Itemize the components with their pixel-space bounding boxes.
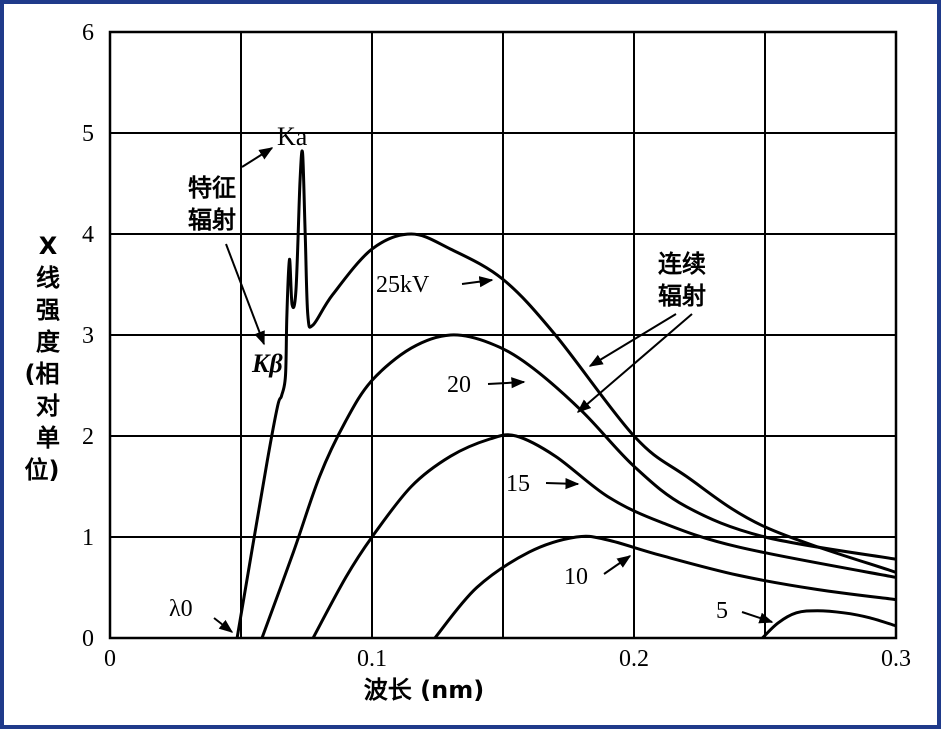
image-frame: 0 1 2 3 4 5 6 0 0.1 0.2 0.3 X 线 强 度 (相 对 单 位) 波长 … [4,4,937,725]
y-label-char: 度 [36,328,61,356]
y-label-char: 线 [36,264,60,292]
ka-label: Ka [277,122,308,151]
label-15: 15 [506,471,530,497]
x-axis-label: 波长 (nm) [364,676,484,704]
label-10: 10 [564,564,588,590]
continuous-label: 连续 [658,250,706,278]
series-line-10 [433,534,897,639]
label-5: 5 [716,598,728,624]
lambda0-label: λ0 [169,596,193,622]
continuous-arrow [588,313,677,367]
characteristic-label: 辐射 [188,206,236,234]
x-tick-labels: 0 0.1 0.2 0.3 [104,646,911,672]
arrow-5 [741,611,774,624]
y-label-char: 单 [36,424,60,452]
y-tick-labels: 0 1 2 3 4 5 6 [82,20,94,652]
y-tick-label: 2 [82,424,94,450]
y-label-char: X [39,232,58,260]
y-tick-label: 4 [82,222,94,248]
y-tick-label: 6 [82,20,94,46]
arrow-10 [603,555,632,575]
y-tick-label: 3 [82,323,94,349]
grid-lines [110,31,896,639]
y-label-char: 对 [36,392,60,420]
y-label-char: 强 [36,296,60,324]
xray-spectrum-chart: 0 1 2 3 4 5 6 0 0.1 0.2 0.3 X 线 强 度 (相 对 单 位) 波长 … [25,20,911,704]
series-line-15 [311,433,897,639]
lambda0-arrow [213,617,234,633]
y-label-char: (相 [25,360,60,388]
label-25kv: 25kV [376,272,430,298]
arrow-15 [545,478,580,490]
continuous-label: 辐射 [658,282,706,310]
y-tick-label: 1 [82,525,94,551]
arrow-20 [487,377,526,389]
characteristic-label: 特征 [188,174,236,202]
y-label-char: 位) [25,456,60,484]
ka-arrow [241,147,274,168]
series-line-25kV [235,149,897,639]
annotations: λ0 Ka 特征 辐射 Kβ 25kV 20 15 10 5 连续 辐射 [169,122,774,633]
series-group [235,149,897,640]
label-20: 20 [447,372,471,398]
x-tick-label: 0.3 [881,646,911,672]
plot-frame [108,30,898,640]
x-tick-label: 0.2 [619,646,649,672]
continuous-arrow [576,313,693,413]
kb-label: Kβ [251,349,283,378]
x-tick-label: 0 [104,646,116,672]
series-line-5 [761,609,897,640]
y-tick-label: 5 [82,121,94,147]
kb-arrow [225,243,265,346]
y-tick-label: 0 [82,626,94,652]
x-tick-label: 0.1 [357,646,387,672]
arrow-25kv [461,276,494,288]
y-axis-label: X 线 强 度 (相 对 单 位) [25,232,61,484]
series-line-20 [260,333,897,639]
